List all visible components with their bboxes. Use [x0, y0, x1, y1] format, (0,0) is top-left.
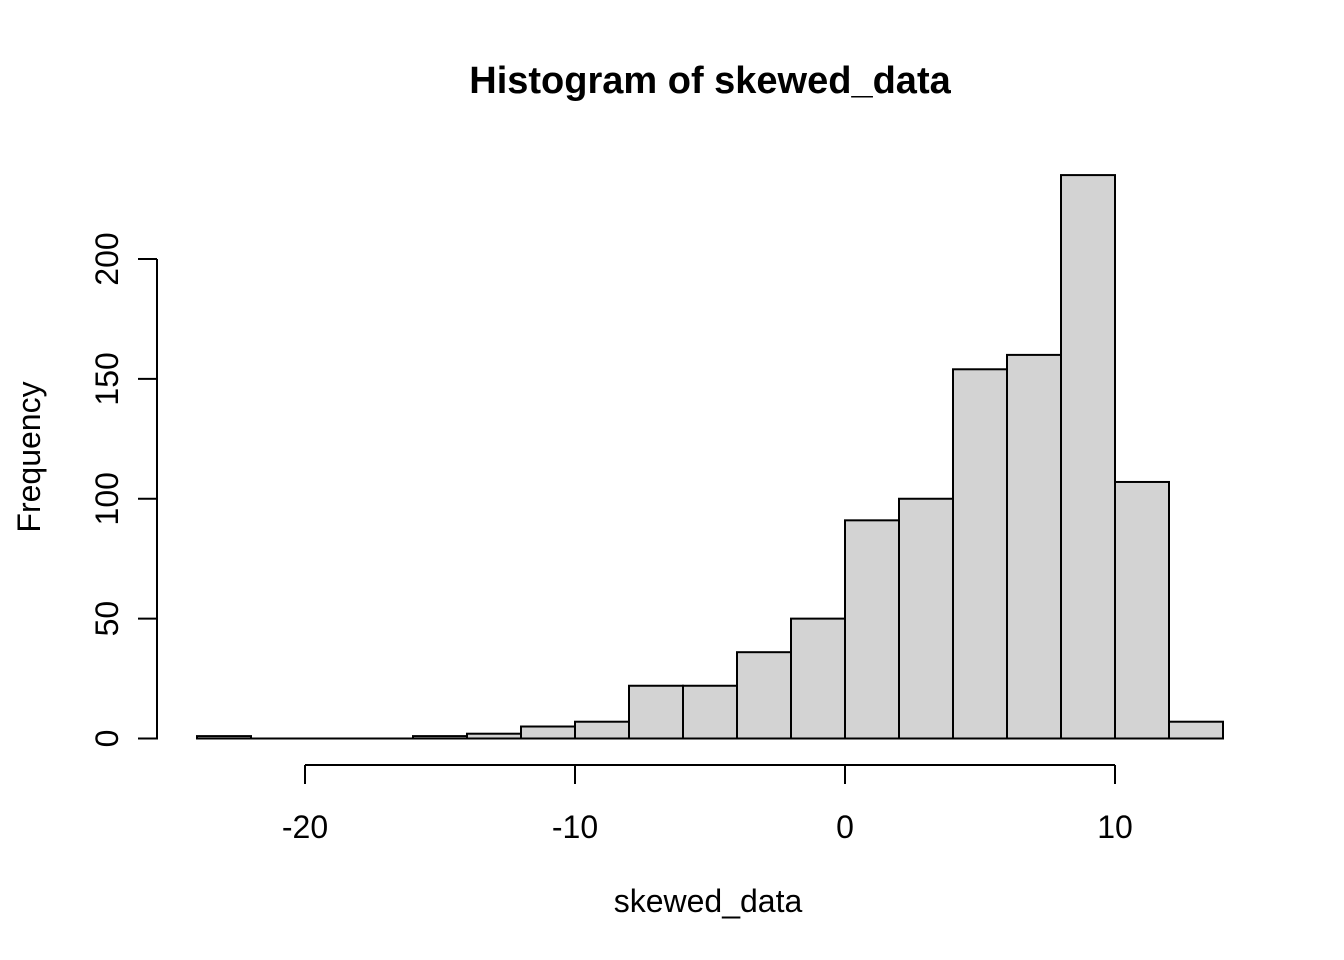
x-axis-label: skewed_data: [614, 883, 803, 919]
histogram-bar: [520, 725, 576, 740]
histogram-bar: [1168, 720, 1224, 740]
chart-title: Histogram of skewed_data: [469, 60, 951, 102]
histogram-bar: [466, 732, 522, 740]
histogram-bar: [196, 735, 252, 740]
histogram-bar: [952, 368, 1008, 740]
y-tick-label: 100: [89, 472, 125, 525]
y-axis-label: Frequency: [11, 381, 47, 532]
y-tick-label: 200: [89, 232, 125, 285]
histogram-bar: [628, 684, 684, 740]
histogram-bar: [682, 684, 738, 740]
y-tick-label: 50: [89, 601, 125, 637]
histogram-bar: [1114, 480, 1170, 740]
x-tick-label: 0: [836, 809, 854, 845]
histogram-bar: [898, 497, 954, 740]
y-tick-label: 150: [89, 352, 125, 405]
histogram-bar: [574, 720, 630, 740]
histogram-bar: [1006, 353, 1062, 740]
histogram-bar: [1060, 174, 1116, 740]
histogram-bar: [736, 651, 792, 740]
x-tick-label: -10: [552, 809, 598, 845]
x-tick-label: 10: [1097, 809, 1133, 845]
histogram-bar: [790, 617, 846, 740]
x-tick-label: -20: [282, 809, 328, 845]
y-tick-label: 0: [89, 730, 125, 748]
axes: 0 50 100 150 200 -20 -10 0 10: [89, 232, 1133, 845]
histogram-bar: [844, 519, 900, 740]
histogram-bar: [412, 735, 468, 740]
histogram-bars: [196, 174, 1224, 740]
